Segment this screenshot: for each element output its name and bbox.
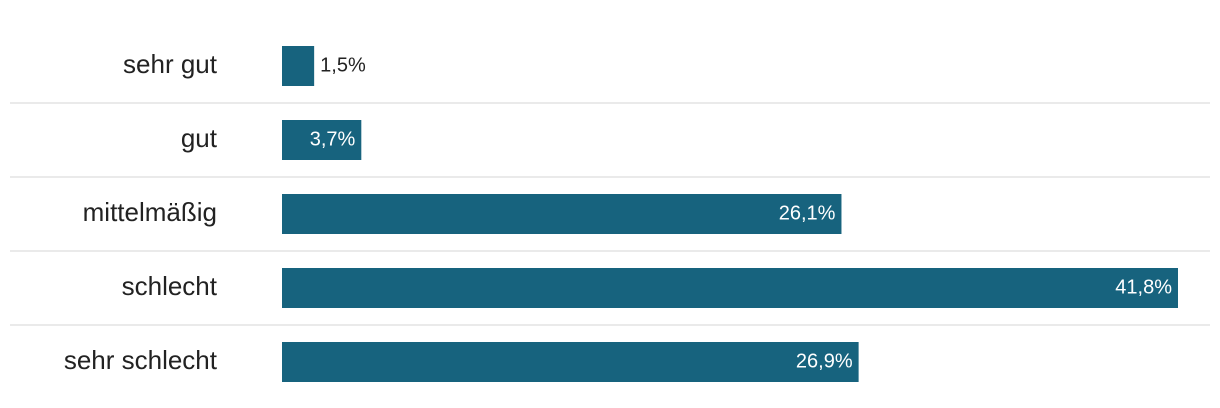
category-label: schlecht xyxy=(122,271,218,301)
bar xyxy=(282,268,1178,308)
bar xyxy=(282,120,362,160)
category-label: sehr gut xyxy=(123,49,218,79)
value-label: 3,7% xyxy=(310,128,356,150)
value-label: 1,5% xyxy=(320,54,366,76)
value-label: 41,8% xyxy=(1115,276,1172,298)
category-label: mittelmäßig xyxy=(83,197,217,227)
bar xyxy=(282,46,315,86)
value-label: 26,9% xyxy=(796,350,853,372)
value-label: 26,1% xyxy=(779,202,836,224)
bar xyxy=(282,342,859,382)
category-label: gut xyxy=(181,123,218,153)
bar xyxy=(282,194,842,234)
category-label: sehr schlecht xyxy=(64,345,218,375)
